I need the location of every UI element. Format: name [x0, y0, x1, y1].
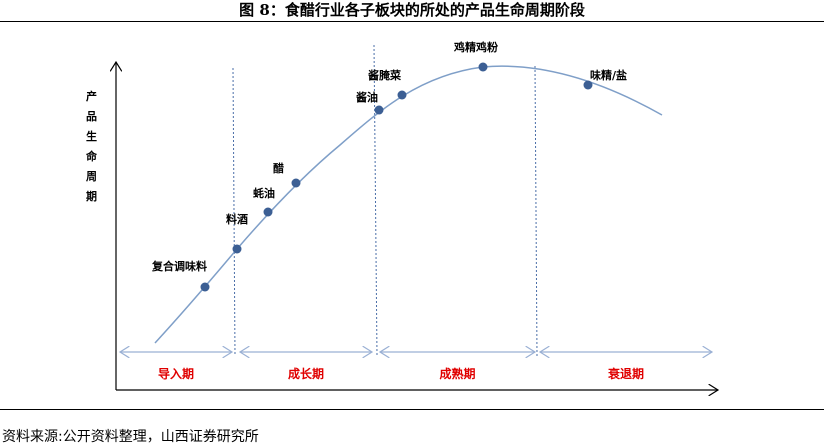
y-axis-label-char: 品 [86, 110, 97, 123]
product-label: 鸡精鸡粉 [453, 40, 498, 54]
product-label: 蚝油 [253, 186, 275, 200]
product-label: 味精/盐 [590, 68, 627, 82]
product-label: 复合调味料 [151, 259, 207, 273]
product-point [263, 207, 273, 217]
stage-label: 衰退期 [607, 366, 644, 381]
y-axis-label-char: 生 [86, 129, 97, 143]
product-point [200, 282, 210, 292]
stage-dividers [232, 44, 538, 357]
y-axis-label-char: 产 [86, 89, 97, 103]
product-point [374, 105, 384, 115]
stage-label: 成长期 [288, 366, 324, 381]
product-point [583, 80, 593, 90]
title-divider [0, 21, 824, 22]
y-axis-label-char: 命 [85, 149, 98, 163]
source-note: 资料来源:公开资料整理，山西证券研究所 [2, 429, 259, 445]
y-axis-label: 产品生命周期 [85, 89, 98, 203]
product-label: 酱油 [356, 90, 378, 104]
figure-title: 图 8：食醋行业各子板块的所处的产品生命周期阶段 [239, 1, 585, 19]
stage-label: 成熟期 [439, 366, 475, 381]
product-point [291, 178, 301, 188]
y-axis-label-char: 周 [86, 170, 97, 183]
product-label: 料酒 [226, 212, 248, 226]
product-point [232, 244, 242, 254]
product-point [397, 90, 407, 100]
product-label: 酱腌菜 [368, 68, 402, 82]
stage-label: 导入期 [158, 366, 194, 381]
product-label: 醋 [273, 161, 284, 175]
footer-divider [0, 409, 824, 410]
y-axis-label-char: 期 [86, 189, 97, 203]
product-point [478, 62, 488, 72]
lifecycle-curve [154, 65, 663, 344]
